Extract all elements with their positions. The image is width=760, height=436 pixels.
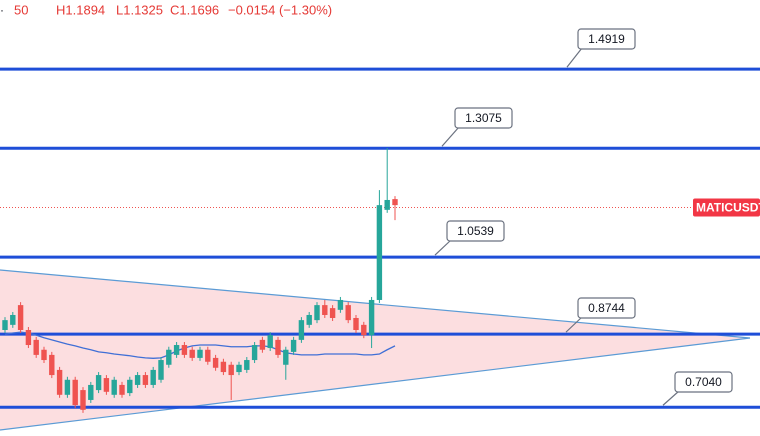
level-leader [565, 316, 583, 333]
candle-body [150, 369, 156, 385]
candle-body [88, 384, 94, 400]
candle-body [189, 349, 195, 358]
level-leader [566, 47, 583, 68]
candle-body [244, 360, 250, 370]
ohlc-header: 50 [14, 2, 28, 17]
level-label: 0.8744 [588, 301, 625, 315]
level-leader [441, 126, 460, 147]
candle-body [127, 379, 133, 394]
candle-body [251, 345, 258, 361]
candle-body [290, 339, 297, 352]
candle-body [259, 339, 266, 350]
candle-body [376, 205, 383, 300]
candle-body [345, 305, 351, 321]
ohlc-header: −0.0154 (−1.30%) [228, 2, 332, 17]
candle-body [80, 390, 86, 410]
candle-body [33, 339, 39, 355]
candle-body [17, 305, 24, 331]
candle-body [236, 364, 242, 373]
candle-body [134, 375, 141, 385]
candle-body [41, 349, 47, 361]
candle-body [158, 360, 164, 380]
candle-body [283, 349, 289, 365]
candle-body [353, 317, 359, 331]
level-label-box [454, 107, 513, 129]
candle-body [228, 364, 234, 376]
candle-body [56, 369, 63, 395]
level-label-box [674, 371, 733, 393]
candle-body [142, 375, 149, 385]
symbol-tag-bg [693, 198, 760, 217]
candle-body [25, 330, 32, 346]
candle-body [298, 320, 305, 340]
candle-body [368, 299, 375, 336]
level-label-box [577, 28, 636, 50]
candle-body [275, 339, 281, 355]
level-label: 1.4919 [588, 32, 625, 46]
level-label: 1.3075 [465, 111, 502, 125]
symbol-tag: MATICUSDT [696, 201, 760, 215]
level-label-box [446, 220, 505, 242]
candle-body [95, 375, 102, 391]
candle-body [166, 349, 172, 365]
candle-body [197, 349, 203, 358]
ohlc-header: H1.1894 [56, 2, 105, 17]
level-leader [434, 239, 452, 256]
candle-body [181, 345, 188, 355]
ohlc-header: L1.1325 [116, 2, 163, 17]
candle-body [72, 379, 78, 406]
ohlc-header: C1.1696 [170, 2, 219, 17]
candle-body [361, 324, 367, 336]
candle-body [337, 299, 344, 310]
candle-body [267, 335, 273, 349]
candle-body [322, 305, 328, 315]
candle-body [49, 354, 55, 376]
header-icon: · [0, 3, 4, 17]
candle-body [392, 199, 398, 206]
level-leader [662, 390, 680, 406]
candle-body [314, 305, 320, 321]
candle-body [205, 349, 211, 362]
candle-body [384, 199, 390, 210]
triangle-pattern [0, 270, 750, 430]
level-label: 0.7040 [685, 375, 722, 389]
plot: 1.4919 1.3075 1.0539 0.8744 0.7040 MATICUSDT ·… [0, 2, 760, 413]
level-label: 1.0539 [457, 224, 494, 238]
candle-body [10, 314, 16, 325]
triangle-lower [0, 337, 751, 431]
triangle-upper [0, 269, 751, 339]
candle-body [329, 308, 336, 318]
candle-body [103, 378, 110, 392]
candle-body [220, 361, 227, 373]
candle-body [212, 357, 219, 368]
candle-body [119, 384, 125, 395]
candle-body [173, 345, 180, 355]
candle-body [111, 379, 117, 395]
level-label-box [577, 297, 636, 319]
candle-body [306, 314, 312, 325]
candle-body [64, 379, 71, 395]
moving-average [4, 331, 396, 359]
candle-body [2, 320, 8, 331]
